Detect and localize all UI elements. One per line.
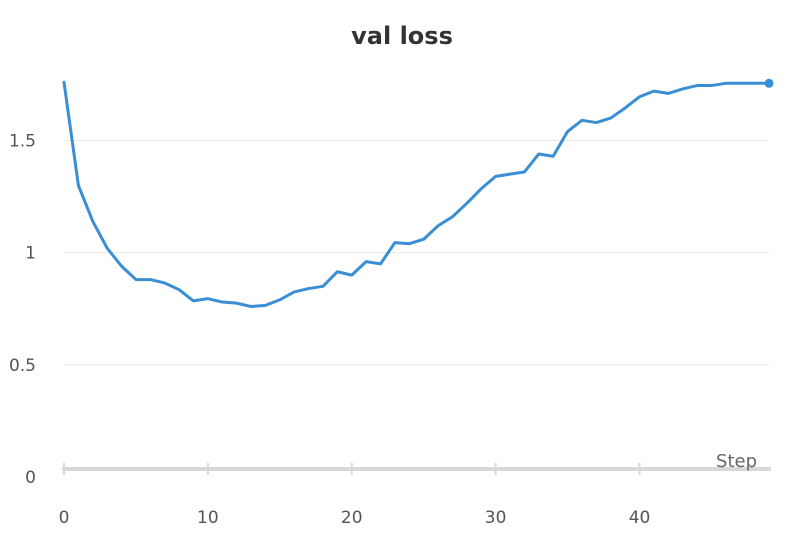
x-tick-label: 10 [197, 508, 219, 528]
grid-layer [64, 140, 769, 366]
y-tick-label: 0.5 [9, 356, 36, 376]
y-tick-label: 0 [25, 468, 36, 488]
chart-title: val loss [351, 22, 453, 50]
val-loss-line [62, 80, 771, 309]
x-axis: Step 0 10 20 30 40 [59, 451, 771, 528]
x-tick-label: 0 [59, 508, 70, 528]
y-tick-label: 1 [25, 244, 36, 264]
series-end-marker[interactable] [764, 78, 774, 88]
x-tick-label: 40 [629, 508, 651, 528]
x-tick-label: 30 [485, 508, 507, 528]
x-axis-title: Step [716, 451, 757, 472]
y-tick-label: 1.5 [9, 132, 36, 152]
x-tick-label: 20 [341, 508, 363, 528]
y-axis: 0 0.5 1 1.5 [9, 132, 36, 488]
series-layer [62, 78, 774, 309]
